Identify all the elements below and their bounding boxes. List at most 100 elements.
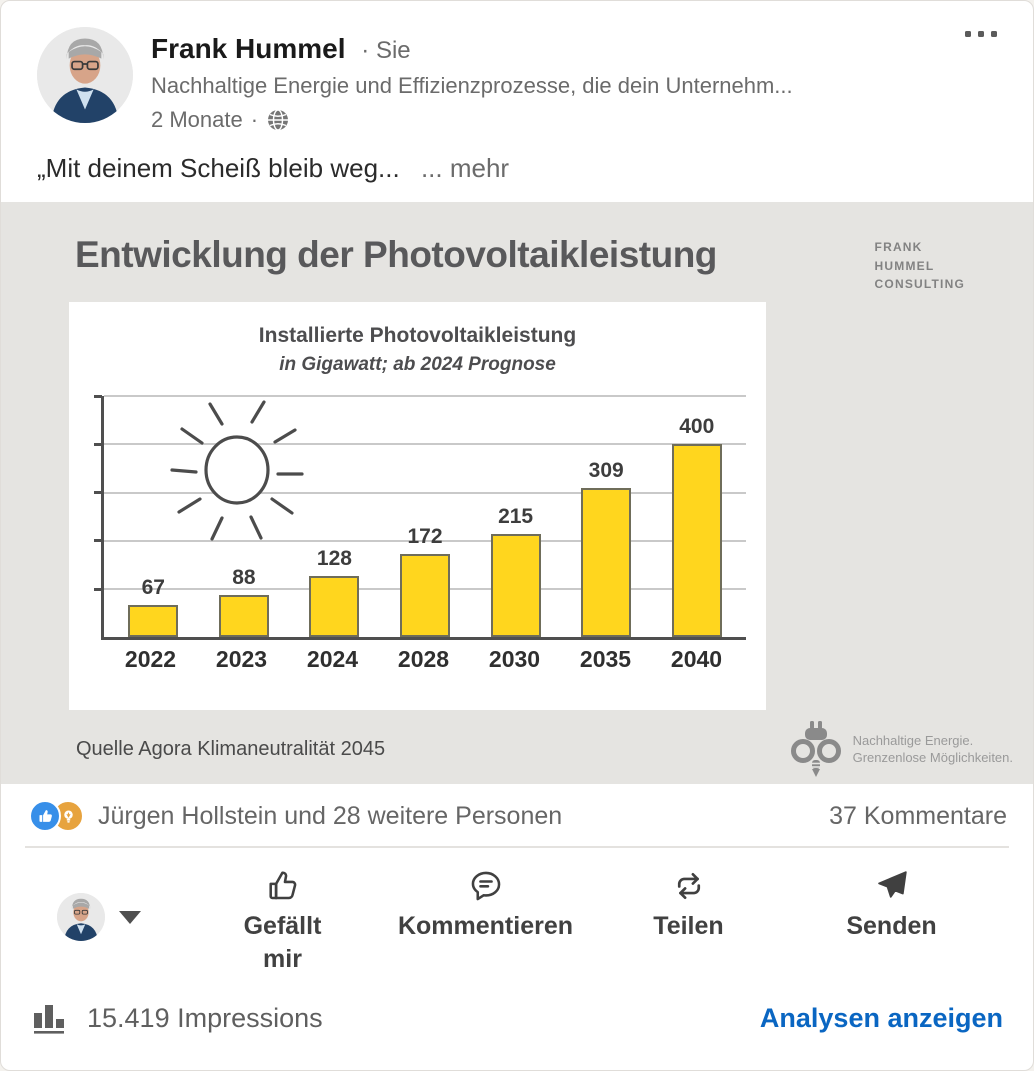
analytics-row: 15.419 Impressions Analysen anzeigen (1, 996, 1033, 1056)
bee-logo-icon (790, 721, 841, 778)
plot-area: 67 88 128 172 215 309 400 (94, 394, 746, 641)
post-age: 2 Monate (151, 107, 243, 133)
post-header: Frank Hummel · Sie Nachhaltige Energie u… (1, 1, 1033, 133)
divider (25, 846, 1009, 849)
post-text-content: „Mit deinem Scheiß bleib weg... (37, 153, 407, 184)
send-button[interactable]: Senden (790, 862, 993, 943)
x-axis-labels: 2022 2023 2024 2028 2030 2035 2040 (101, 646, 746, 673)
dot-icon (978, 31, 984, 37)
brand-tagline: Nachhaltige Energie. Grenzenlose Möglich… (853, 732, 1013, 767)
bar-column: 128 (289, 396, 380, 638)
bar (490, 533, 541, 638)
comment-button-label: Kommentieren (397, 912, 574, 941)
x-axis-tick-label: 2023 (215, 646, 268, 673)
bar (128, 604, 179, 638)
actor-headline: Nachhaltige Energie und Effizienzprozess… (151, 73, 793, 99)
repost-button[interactable]: Teilen (587, 862, 790, 943)
bar (309, 575, 360, 638)
brand-tagline-line: Nachhaltige Energie. (852, 732, 974, 748)
y-axis-tick (94, 587, 102, 591)
brand-line: CONSULTING (874, 277, 965, 292)
dot-icon (965, 31, 971, 37)
avatar[interactable] (37, 27, 133, 123)
x-axis-tick-label: 2024 (306, 646, 359, 673)
bar-column: 172 (380, 396, 471, 638)
chart-card: Installierte Photovoltaikleistung in Gig… (69, 302, 766, 711)
author-badge: · Sie (361, 37, 411, 64)
brand-line: HUMMEL (874, 258, 935, 273)
bar (218, 594, 269, 638)
impressions-chart-icon (34, 1005, 64, 1034)
bar-column: 215 (470, 396, 561, 638)
reaction-icons[interactable] (29, 800, 84, 833)
x-axis-tick-label: 2028 (397, 646, 450, 673)
dot-icon (991, 31, 997, 37)
avatar-small (57, 893, 105, 942)
y-axis-tick (94, 539, 102, 543)
globe-visibility-icon (268, 109, 289, 131)
reactions-summary[interactable]: Jürgen Hollstein und 28 weitere Personen (98, 801, 563, 830)
bar-column: 88 (199, 396, 290, 638)
social-proof-row: Jürgen Hollstein und 28 weitere Personen… (1, 784, 1033, 846)
comment-icon (471, 871, 500, 901)
see-more-link[interactable]: ... mehr (420, 153, 510, 184)
view-analytics-link[interactable]: Analysen anzeigen (759, 1002, 1003, 1033)
bar-value-label: 128 (316, 546, 352, 570)
bars-layer: 67 88 128 172 215 309 400 (104, 396, 746, 638)
bar (671, 444, 722, 638)
gridline (104, 491, 746, 494)
bar-value-label: 67 (141, 575, 165, 599)
bar-value-label: 309 (588, 459, 624, 483)
impressions-count: 15.419 Impressions (87, 1002, 323, 1033)
repost-button-label: Teilen (653, 912, 724, 941)
post-text: „Mit deinem Scheiß bleib weg... ... mehr (1, 133, 1033, 202)
bar-value-label: 172 (407, 525, 443, 549)
bar (581, 488, 632, 638)
actor-name[interactable]: Frank Hummel (151, 33, 346, 64)
like-button-label: Gefällt mir (243, 912, 322, 973)
brand-line: FRANK (874, 240, 923, 255)
y-axis-tick (94, 442, 102, 446)
gridline (104, 443, 746, 446)
brand-tagline-line: Grenzenlose Möglichkeiten. (852, 750, 1013, 766)
bar-value-label: 215 (498, 504, 534, 528)
post-image[interactable]: Entwicklung der Photovoltaikleistung FRA… (1, 202, 1033, 785)
bar-column: 309 (561, 396, 652, 638)
send-icon (877, 871, 907, 898)
chevron-down-icon (119, 910, 141, 924)
header-text: Frank Hummel · Sie Nachhaltige Energie u… (151, 27, 793, 133)
like-reaction-icon (29, 800, 61, 833)
chart-title: Installierte Photovoltaikleistung (258, 324, 577, 348)
repost-icon (677, 873, 700, 900)
post-options-button[interactable] (957, 23, 1005, 45)
action-bar: Gefällt mir Kommentieren Teilen Sen (1, 848, 1033, 996)
chart-source: Quelle Agora Klimaneutralität 2045 (76, 737, 386, 760)
brand-wordmark: FRANK HUMMEL CONSULTING (875, 234, 965, 294)
x-axis-tick-label: 2022 (124, 646, 177, 673)
x-axis-tick-label: 2040 (670, 646, 723, 673)
like-button[interactable]: Gefällt mir (181, 862, 384, 975)
bar-value-label: 88 (232, 565, 256, 589)
avatar-portrait-icon (37, 27, 133, 123)
y-axis-tick (94, 491, 102, 495)
reaction-identity-switcher[interactable] (57, 893, 141, 942)
bar-column: 400 (651, 396, 742, 638)
bar (400, 554, 451, 638)
chart-subtitle: in Gigawatt; ab 2024 Prognose (279, 354, 556, 376)
poster-title: Entwicklung der Photovoltaikleistung (75, 234, 717, 276)
sun-icon (170, 400, 304, 541)
y-axis-tick (94, 394, 102, 398)
comment-button[interactable]: Kommentieren (384, 862, 587, 943)
send-button-label: Senden (846, 912, 937, 941)
meta-separator: · (250, 107, 259, 133)
gridline (104, 395, 746, 398)
brand-logo-block: Nachhaltige Energie. Grenzenlose Möglich… (789, 720, 1013, 778)
avatar-portrait-icon (57, 893, 105, 942)
thumbs-up-icon (268, 871, 296, 900)
comments-count[interactable]: 37 Kommentare (829, 801, 1007, 830)
x-axis-tick-label: 2030 (488, 646, 541, 673)
bar-column: 67 (108, 396, 199, 638)
post-meta: 2 Monate · (151, 107, 793, 133)
x-axis-tick-label: 2035 (579, 646, 632, 673)
